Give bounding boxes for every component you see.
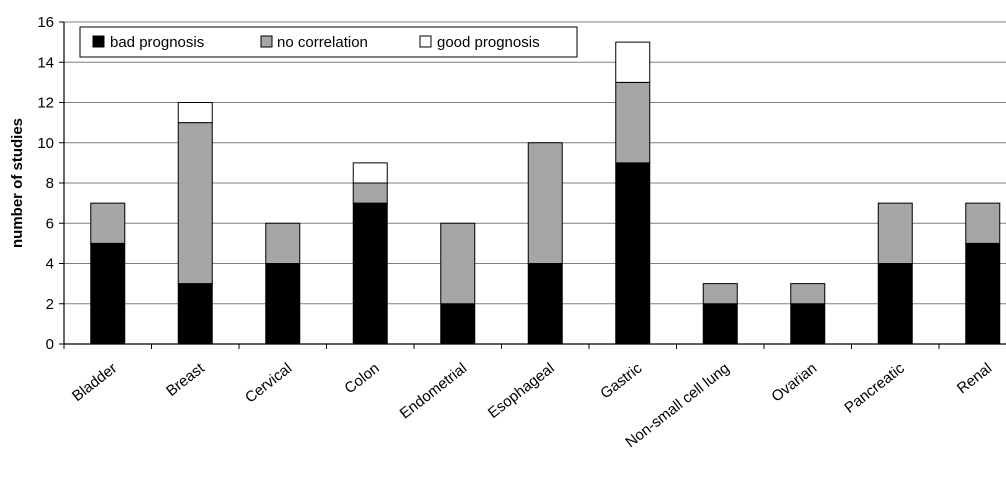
legend-swatch-bad-prognosis xyxy=(92,35,105,48)
bar-gastric-good-prognosis xyxy=(615,41,651,83)
bar-breast-no-correlation xyxy=(177,122,213,285)
x-tick-label: Colon xyxy=(341,360,382,398)
bar-esophageal-no-correlation xyxy=(527,142,563,264)
y-tick-label: 16 xyxy=(37,14,54,31)
bar-ovarian-no-correlation xyxy=(790,283,826,305)
bar-renal-no-correlation xyxy=(965,202,1001,244)
y-tick-label: 14 xyxy=(37,54,54,71)
x-tick-label: Endometrial xyxy=(397,360,471,423)
legend-label-bad-prognosis: bad prognosis xyxy=(110,34,204,51)
bar-pancreatic-bad-prognosis xyxy=(877,263,913,345)
bar-esophageal-bad-prognosis xyxy=(527,263,563,345)
x-ticks: Bladder Breast Cervical Colon Endometrial Eso… xyxy=(63,344,995,451)
bar-cervical-no-correlation xyxy=(265,222,301,264)
bar-non-small-cell-lung-bad-prognosis xyxy=(702,303,738,345)
bar-bladder-no-correlation xyxy=(90,202,126,244)
y-axis-title: number of studies xyxy=(9,118,26,248)
y-tick-label: 8 xyxy=(46,175,54,192)
y-tick-label: 0 xyxy=(46,336,54,353)
bar-gastric-bad-prognosis xyxy=(615,162,651,345)
bar-breast-bad-prognosis xyxy=(177,283,213,345)
y-tick-label: 10 xyxy=(37,135,54,152)
y-ticks: 0 2 4 6 8 10 12 14 16 xyxy=(37,14,64,353)
x-tick-label: Ovarian xyxy=(768,360,820,406)
legend-label-good-prognosis: good prognosis xyxy=(437,34,540,51)
legend-swatch-good-prognosis xyxy=(419,35,432,48)
bar-non-small-cell-lung-no-correlation xyxy=(702,283,738,305)
x-tick-label: Renal xyxy=(954,360,995,398)
x-tick-label: Gastric xyxy=(597,359,645,402)
bar-gastric-no-correlation xyxy=(615,81,651,164)
legend-box xyxy=(79,26,578,58)
bar-breast-good-prognosis xyxy=(177,102,213,124)
bar-colon-good-prognosis xyxy=(352,162,388,184)
bar-endometrial-no-correlation xyxy=(440,222,476,305)
bar-colon-bad-prognosis xyxy=(352,202,388,345)
x-tick-label: Breast xyxy=(163,359,208,400)
legend: bad prognosis no correlation good progno… xyxy=(79,26,578,58)
bars xyxy=(90,41,1001,345)
y-tick-label: 6 xyxy=(46,215,54,232)
bar-pancreatic-no-correlation xyxy=(877,202,913,264)
y-tick-label: 4 xyxy=(46,256,54,273)
bar-cervical-bad-prognosis xyxy=(265,263,301,345)
x-tick-label: Cervical xyxy=(242,360,295,407)
x-tick-label: Esophageal xyxy=(485,360,558,422)
bar-endometrial-bad-prognosis xyxy=(440,303,476,345)
bar-ovarian-bad-prognosis xyxy=(790,303,826,345)
bar-bladder-bad-prognosis xyxy=(90,242,126,345)
x-tick-label: Pancreatic xyxy=(841,359,908,416)
legend-label-no-correlation: no correlation xyxy=(277,34,368,51)
y-tick-label: 2 xyxy=(46,296,54,313)
y-tick-label: 12 xyxy=(37,95,54,112)
x-tick-label: Bladder xyxy=(69,360,120,405)
bar-colon-no-correlation xyxy=(352,182,388,204)
bar-renal-bad-prognosis xyxy=(965,242,1001,345)
legend-swatch-no-correlation xyxy=(260,35,273,48)
